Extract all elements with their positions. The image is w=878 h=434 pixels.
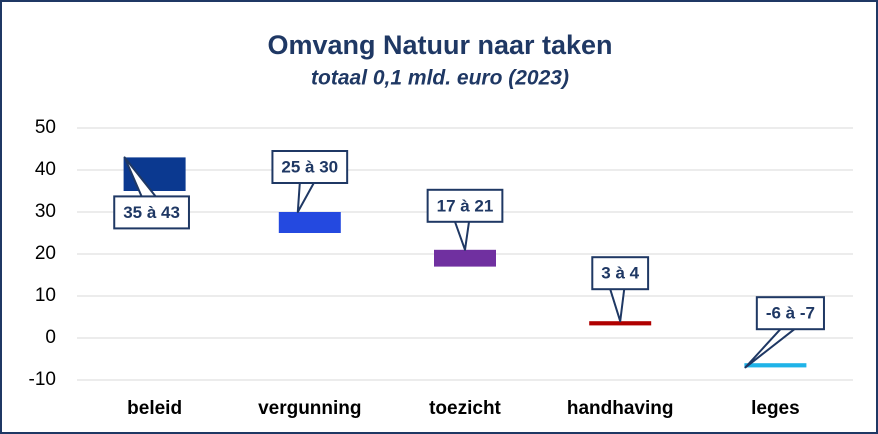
- y-tick-label: 40: [35, 159, 56, 180]
- callout-pointer: [744, 328, 796, 369]
- y-tick-label: 0: [45, 327, 56, 348]
- callout-pointer: [123, 156, 157, 198]
- bar: [434, 249, 496, 267]
- callout-pointer: [454, 221, 470, 251]
- callout-box: [591, 256, 650, 291]
- bar: [278, 212, 341, 233]
- callout-box: [426, 188, 504, 223]
- x-tick-label: leges: [751, 398, 800, 419]
- x-tick-label: vergunning: [258, 398, 361, 419]
- y-tick-label: -10: [29, 369, 56, 390]
- y-tick-label: 10: [35, 285, 56, 306]
- callout-box: [755, 296, 825, 331]
- value-label: 25 à 30: [281, 157, 338, 176]
- x-tick-label: beleid: [127, 398, 182, 419]
- callout-box: [271, 150, 349, 184]
- y-tick-label: 50: [35, 117, 56, 138]
- y-tick-label: 20: [35, 243, 56, 264]
- bar: [589, 321, 652, 326]
- value-label: 35 à 43: [123, 203, 180, 222]
- chart-title: Omvang Natuur naar taken: [267, 30, 612, 60]
- x-tick-label: handhaving: [567, 398, 674, 419]
- callout-pointer: [296, 182, 315, 213]
- bar: [744, 363, 807, 368]
- chart-subtitle: totaal 0,1 mld. euro (2023): [311, 67, 569, 90]
- value-label: -6 à -7: [766, 304, 815, 323]
- x-tick-label: toezicht: [429, 398, 501, 419]
- value-label: 17 à 21: [437, 196, 494, 215]
- y-tick-label: 30: [35, 201, 56, 222]
- callout-box: [113, 195, 190, 230]
- value-label: 3 à 4: [601, 264, 639, 283]
- callout-pointer: [609, 288, 626, 323]
